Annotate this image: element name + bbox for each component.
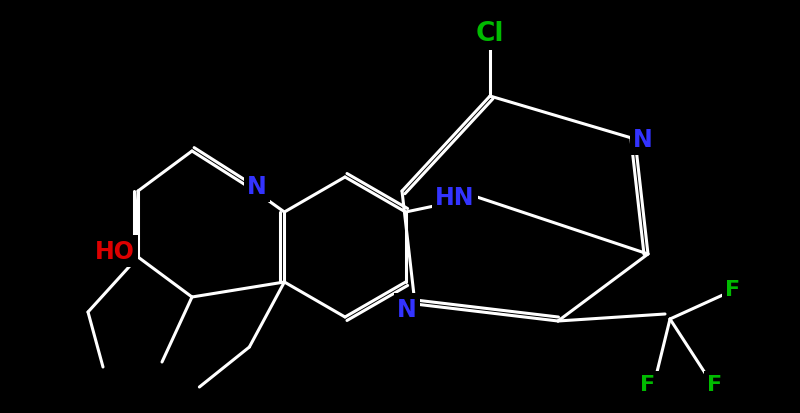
Text: HN: HN bbox=[435, 185, 474, 209]
Text: HO: HO bbox=[95, 240, 135, 263]
Text: F: F bbox=[707, 374, 722, 394]
Text: N: N bbox=[247, 175, 267, 199]
Text: Cl: Cl bbox=[476, 21, 504, 47]
Text: N: N bbox=[633, 128, 653, 152]
Text: F: F bbox=[726, 279, 741, 299]
Text: F: F bbox=[641, 374, 655, 394]
Text: N: N bbox=[397, 297, 417, 321]
